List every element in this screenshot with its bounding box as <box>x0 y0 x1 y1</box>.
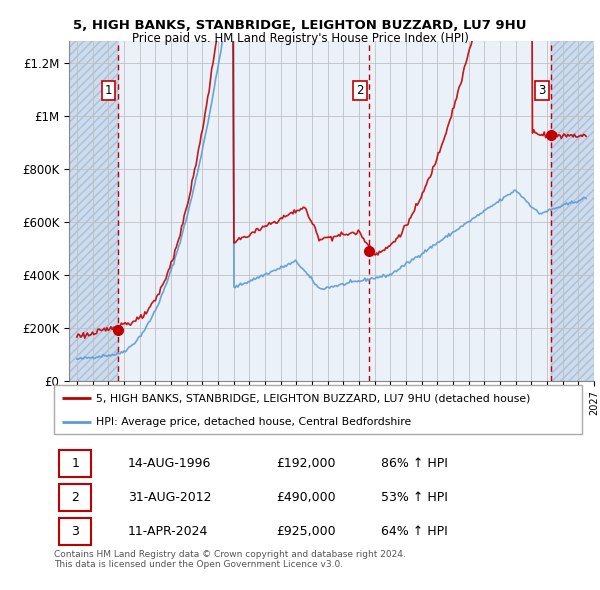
Bar <box>69 41 118 381</box>
Text: HPI: Average price, detached house, Central Bedfordshire: HPI: Average price, detached house, Cent… <box>96 417 412 427</box>
Bar <box>551 41 594 381</box>
Bar <box>118 41 551 381</box>
Text: 11-APR-2024: 11-APR-2024 <box>128 525 208 538</box>
Text: 1: 1 <box>71 457 79 470</box>
FancyBboxPatch shape <box>59 518 91 545</box>
Text: £490,000: £490,000 <box>276 491 335 504</box>
FancyBboxPatch shape <box>59 484 91 511</box>
Text: 14-AUG-1996: 14-AUG-1996 <box>128 457 211 470</box>
Text: 3: 3 <box>538 84 545 97</box>
Text: 3: 3 <box>71 525 79 538</box>
Text: Contains HM Land Registry data © Crown copyright and database right 2024.
This d: Contains HM Land Registry data © Crown c… <box>54 550 406 569</box>
FancyBboxPatch shape <box>59 450 91 477</box>
Text: 1: 1 <box>105 84 112 97</box>
Text: 2: 2 <box>71 491 79 504</box>
Text: £925,000: £925,000 <box>276 525 335 538</box>
Text: 53% ↑ HPI: 53% ↑ HPI <box>382 491 448 504</box>
Bar <box>69 41 118 381</box>
Text: 2: 2 <box>356 84 364 97</box>
Bar <box>551 41 594 381</box>
Text: 5, HIGH BANKS, STANBRIDGE, LEIGHTON BUZZARD, LU7 9HU (detached house): 5, HIGH BANKS, STANBRIDGE, LEIGHTON BUZZ… <box>96 394 530 404</box>
Text: Price paid vs. HM Land Registry's House Price Index (HPI): Price paid vs. HM Land Registry's House … <box>131 32 469 45</box>
Text: 64% ↑ HPI: 64% ↑ HPI <box>382 525 448 538</box>
Text: 31-AUG-2012: 31-AUG-2012 <box>128 491 211 504</box>
Text: £192,000: £192,000 <box>276 457 335 470</box>
Text: 5, HIGH BANKS, STANBRIDGE, LEIGHTON BUZZARD, LU7 9HU: 5, HIGH BANKS, STANBRIDGE, LEIGHTON BUZZ… <box>73 19 527 32</box>
Text: 86% ↑ HPI: 86% ↑ HPI <box>382 457 448 470</box>
